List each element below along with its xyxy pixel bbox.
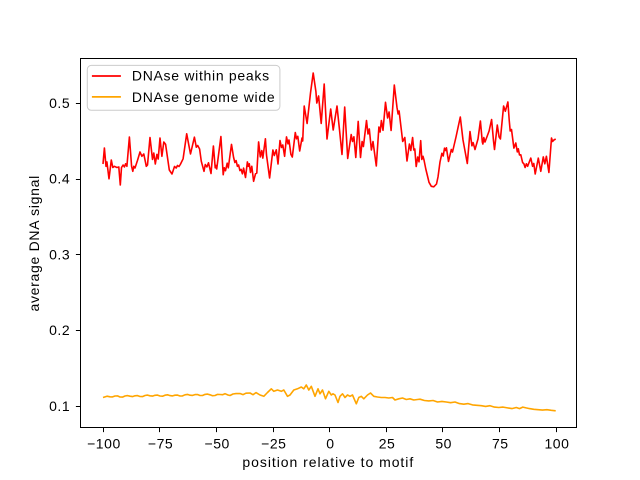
svg-text:−75: −75 xyxy=(148,435,173,451)
svg-text:0.1: 0.1 xyxy=(49,398,70,414)
svg-text:0: 0 xyxy=(326,435,334,451)
svg-text:75: 75 xyxy=(492,435,509,451)
svg-text:0.4: 0.4 xyxy=(49,171,70,187)
svg-text:DNAse genome wide: DNAse genome wide xyxy=(132,89,275,105)
svg-text:average DNA signal: average DNA signal xyxy=(26,175,42,312)
svg-text:25: 25 xyxy=(379,435,396,451)
svg-text:−100: −100 xyxy=(87,435,121,451)
svg-text:50: 50 xyxy=(435,435,452,451)
svg-text:0.5: 0.5 xyxy=(49,95,70,111)
svg-text:position relative to motif: position relative to motif xyxy=(242,454,414,470)
svg-text:0.2: 0.2 xyxy=(49,322,70,338)
svg-text:−25: −25 xyxy=(261,435,286,451)
svg-text:−50: −50 xyxy=(204,435,229,451)
svg-text:100: 100 xyxy=(544,435,569,451)
svg-text:DNAse within peaks: DNAse within peaks xyxy=(132,68,270,84)
svg-text:0.3: 0.3 xyxy=(49,246,70,262)
